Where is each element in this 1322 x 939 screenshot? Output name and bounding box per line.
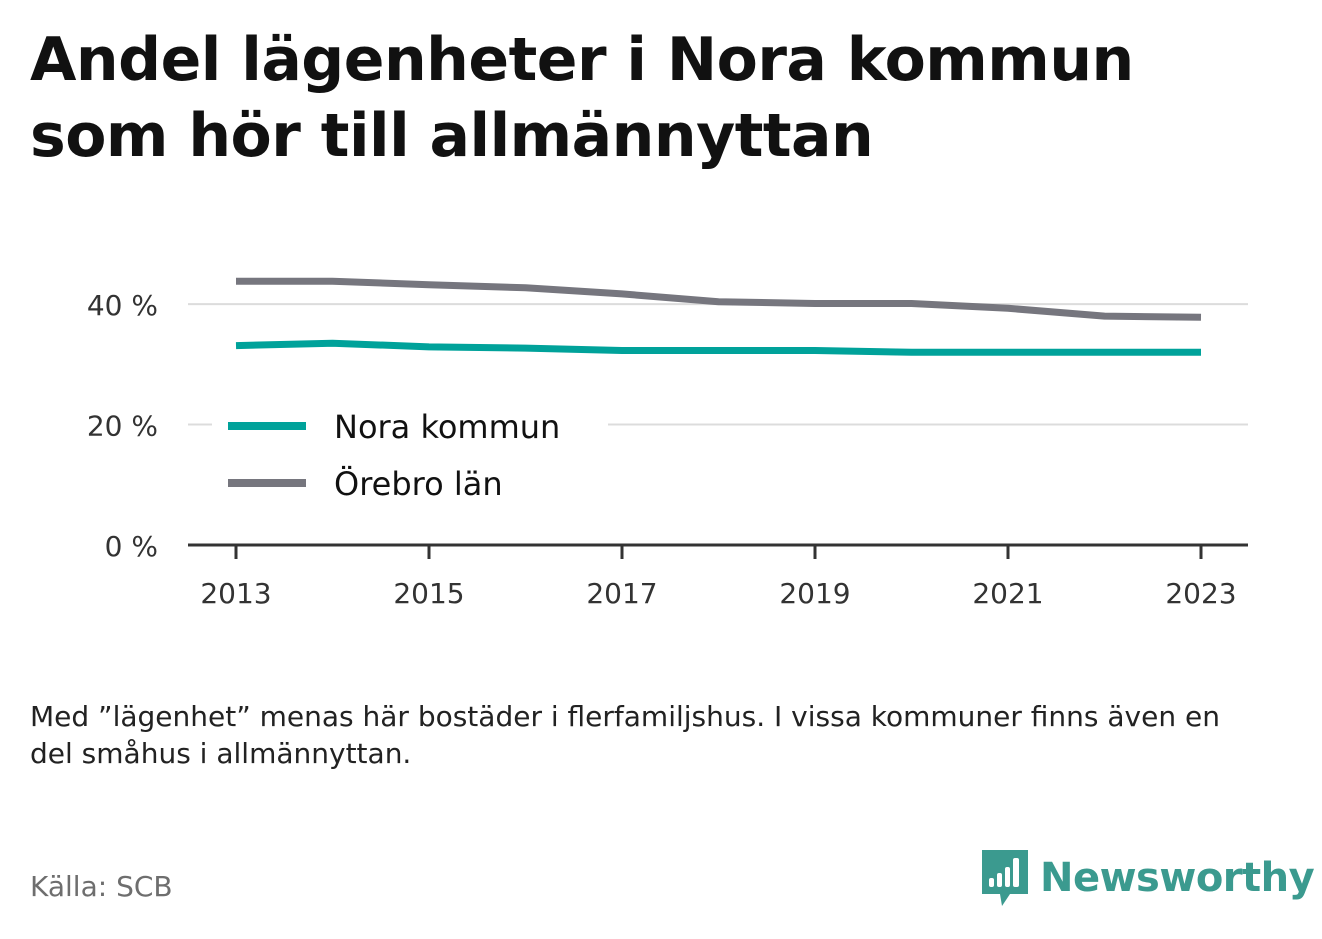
series-line bbox=[236, 277, 1202, 321]
newsworthy-logo[interactable]: Newsworthy bbox=[980, 848, 1315, 908]
chart-footnote: Med ”lägenhet” menas här bostäder i fler… bbox=[30, 700, 1220, 770]
legend: Nora kommun Örebro län bbox=[212, 400, 608, 512]
x-tick-label: 2019 bbox=[779, 577, 850, 610]
x-tick-label: 2021 bbox=[972, 577, 1043, 610]
line-chart: 0 % 20 % 40 % 2013 2015 2017 2019 2021 2023 Nor… bbox=[87, 277, 1248, 610]
legend-label: Nora kommun bbox=[334, 408, 560, 446]
y-axis-tick-labels: 0 % 20 % 40 % bbox=[87, 289, 158, 563]
legend-background bbox=[212, 400, 608, 512]
source-label: Källa: SCB bbox=[30, 870, 173, 903]
x-tick-label: 2017 bbox=[586, 577, 657, 610]
legend-label: Örebro län bbox=[334, 465, 503, 503]
x-tick-label: 2023 bbox=[1165, 577, 1236, 610]
series-line bbox=[235, 339, 1201, 356]
x-axis: 2013 2015 2017 2019 2021 2023 bbox=[188, 543, 1248, 610]
chart-series bbox=[235, 277, 1202, 356]
brand-name: Newsworthy bbox=[1040, 855, 1315, 901]
x-tick-label: 2013 bbox=[200, 577, 271, 610]
y-tick-label: 40 % bbox=[87, 289, 158, 322]
x-tick-label: 2015 bbox=[393, 577, 464, 610]
chart-title: Andel lägenheter i Nora kommun som hör t… bbox=[30, 25, 1134, 171]
y-tick-label: 20 % bbox=[87, 410, 158, 443]
y-tick-label: 0 % bbox=[105, 530, 158, 563]
bar-chart-speech-bubble-icon bbox=[982, 850, 1028, 906]
